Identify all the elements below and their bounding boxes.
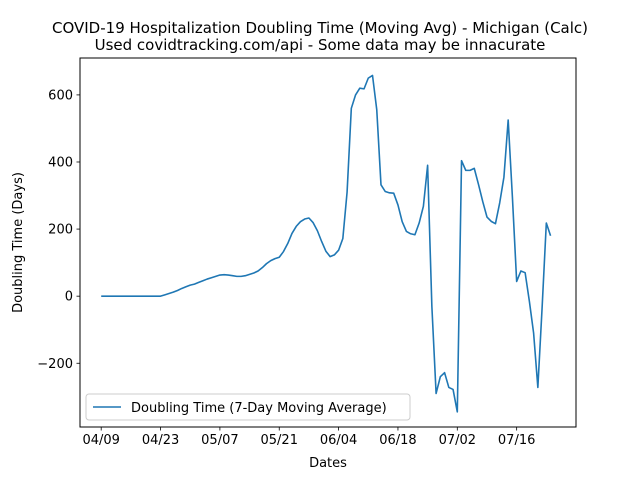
x-axis-ticks: 04/09 04/23 05/07 05/21 06/04 06/18 07/02 07/16 bbox=[82, 427, 535, 448]
plot-area bbox=[101, 74, 552, 413]
y-tick-label: 400 bbox=[48, 155, 73, 170]
y-tick-label: −200 bbox=[37, 357, 73, 372]
series-line bbox=[101, 74, 552, 413]
axes-frame bbox=[79, 57, 577, 428]
y-axis-label: Doubling Time (Days) bbox=[11, 172, 26, 313]
x-tick-label: 06/18 bbox=[379, 433, 416, 448]
x-axis-label: Dates bbox=[309, 456, 347, 471]
x-tick-label: 04/09 bbox=[82, 433, 119, 448]
chart-title: COVID-19 Hospitalization Doubling Time (… bbox=[52, 19, 588, 37]
legend: Doubling Time (7-Day Moving Average) bbox=[85, 393, 411, 421]
chart-subtitle: Used covidtracking.com/api - Some data m… bbox=[95, 36, 546, 54]
y-axis-ticks: −200 0 200 400 600 bbox=[37, 88, 80, 372]
x-tick-label: 07/02 bbox=[439, 433, 476, 448]
x-tick-label: 07/16 bbox=[498, 433, 535, 448]
x-tick-label: 04/23 bbox=[142, 433, 179, 448]
y-tick-label: 600 bbox=[48, 88, 73, 103]
legend-label: Doubling Time (7-Day Moving Average) bbox=[131, 401, 387, 416]
x-tick-label: 05/21 bbox=[261, 433, 298, 448]
legend-box bbox=[85, 393, 411, 421]
y-tick-label: 0 bbox=[65, 290, 73, 305]
x-tick-label: 06/04 bbox=[320, 433, 357, 448]
x-tick-label: 05/07 bbox=[201, 433, 238, 448]
y-tick-label: 200 bbox=[48, 223, 73, 238]
